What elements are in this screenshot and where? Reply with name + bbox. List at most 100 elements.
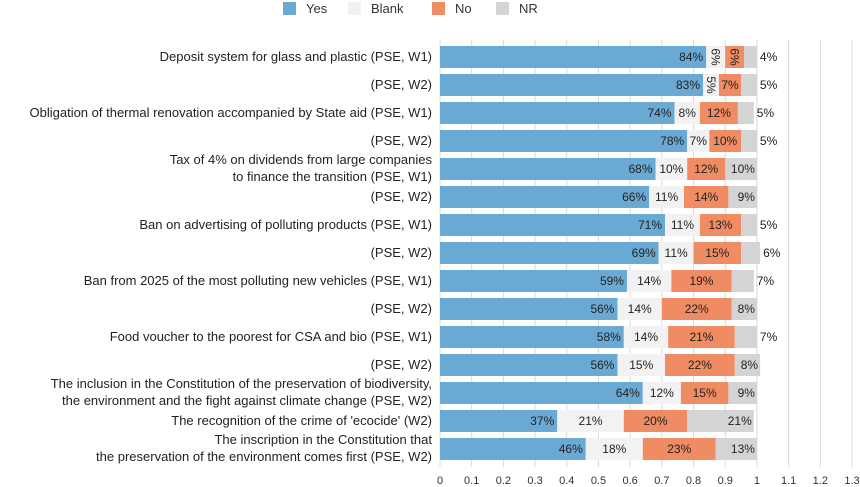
- bar-segment-nr: [741, 242, 761, 264]
- data-label: 8%: [738, 302, 756, 316]
- x-axis: 0 0.1 0.2 0.3 0.4 0.5 0.6 0.7 0.8 0.9 1 1.1 1.2 1.3: [437, 475, 860, 487]
- bar-segment-blank: [665, 214, 700, 236]
- data-label: 15%: [629, 358, 653, 372]
- data-label: 21%: [689, 330, 713, 344]
- bar-segment-blank: [585, 438, 643, 460]
- category-label: the environment and the fight against cl…: [62, 393, 432, 408]
- bar-segment-nr: [731, 298, 757, 320]
- category-label: The inscription in the Constitution that: [214, 432, 432, 447]
- data-label: 78%: [660, 134, 684, 148]
- bar-segment-yes: [440, 270, 627, 292]
- data-label: 5%: [704, 76, 718, 94]
- legend-label-blank: Blank: [371, 1, 404, 16]
- category-label: Tax of 4% on dividends from large compan…: [170, 152, 433, 167]
- bar-segment-no: [699, 214, 742, 236]
- category-label: (PSE, W2): [371, 133, 432, 148]
- data-label: 12%: [650, 386, 674, 400]
- bar-segment-blank: [617, 298, 662, 320]
- data-label: 84%: [679, 50, 703, 64]
- bar-segment-no: [709, 130, 742, 152]
- bar-segment-blank: [617, 354, 666, 376]
- data-label: 74%: [647, 106, 671, 120]
- data-label: 6%: [728, 48, 742, 66]
- x-tick-label: 0.1: [464, 475, 479, 487]
- bar-segment-no: [661, 298, 732, 320]
- bar-segment-blank: [626, 270, 672, 292]
- category-label: Food voucher to the poorest for CSA and …: [110, 329, 432, 344]
- legend-label-yes: Yes: [306, 1, 328, 16]
- data-label: 21%: [579, 414, 603, 428]
- bar-segment-nr: [715, 438, 757, 460]
- data-label: 66%: [622, 190, 646, 204]
- data-label: 22%: [685, 302, 709, 316]
- legend-label-nr: NR: [519, 1, 538, 16]
- category-label: Obligation of thermal renovation accompa…: [30, 105, 433, 120]
- data-label: 4%: [760, 50, 778, 64]
- x-tick-label: 1.3: [844, 475, 859, 487]
- bar-segment-yes: [440, 242, 659, 264]
- data-label: 18%: [602, 442, 626, 456]
- bar-segment-blank: [655, 158, 688, 180]
- bar-segment-blank: [674, 102, 700, 124]
- data-label: 23%: [667, 442, 691, 456]
- data-label: 11%: [655, 190, 678, 204]
- data-label: 22%: [688, 358, 712, 372]
- bar-segment-no: [680, 382, 729, 404]
- data-label: 15%: [693, 386, 717, 400]
- bar-segment-blank: [649, 186, 685, 208]
- data-label: 71%: [638, 218, 662, 232]
- x-tick-label: 0.2: [496, 475, 511, 487]
- data-label: 8%: [741, 358, 759, 372]
- x-tick-label: 0.7: [654, 475, 669, 487]
- bar-segment-blank: [703, 74, 719, 96]
- bar-segment-yes: [440, 382, 643, 404]
- x-tick-label: 0.9: [718, 475, 733, 487]
- bar-segment-no: [671, 270, 732, 292]
- data-label: 5%: [760, 78, 778, 92]
- x-tick-label: 0.5: [591, 475, 606, 487]
- category-label: Ban on advertising of polluting products…: [139, 217, 432, 232]
- bar-segment-yes: [440, 46, 707, 68]
- data-label: 12%: [694, 162, 718, 176]
- bar-segment-yes: [440, 438, 586, 460]
- data-label: 14%: [628, 302, 652, 316]
- bar-segment-blank: [687, 130, 710, 152]
- bar-segment-blank: [623, 326, 669, 348]
- data-label: 7%: [721, 78, 739, 92]
- bar-segment-nr: [734, 354, 761, 376]
- x-tick-label: 1.1: [781, 475, 796, 487]
- data-label: 68%: [628, 162, 652, 176]
- bar-segment-no: [665, 354, 735, 376]
- bar-segment-no: [725, 46, 745, 68]
- data-label: 5%: [757, 106, 775, 120]
- bar-segment-yes: [440, 102, 675, 124]
- bar-segment-yes: [440, 158, 656, 180]
- category-label: (PSE, W2): [371, 189, 432, 204]
- legend-label-no: No: [455, 1, 472, 16]
- data-label: 14%: [634, 330, 658, 344]
- bar-segment-nr: [728, 186, 757, 208]
- data-label: 10%: [659, 162, 683, 176]
- data-label: 10%: [713, 134, 737, 148]
- bar-segment-yes: [440, 298, 618, 320]
- data-label: 83%: [676, 78, 700, 92]
- bar-segment-blank: [658, 242, 694, 264]
- category-label: the preservation of the environment come…: [96, 449, 432, 464]
- category-label: (PSE, W2): [371, 357, 432, 372]
- category-label: Deposit system for glass and plastic (PS…: [160, 49, 432, 64]
- bar-segment-no: [642, 438, 716, 460]
- data-label: 14%: [694, 190, 718, 204]
- data-label: 20%: [643, 414, 667, 428]
- bar-segment-yes: [440, 130, 688, 152]
- x-tick-label: 0.3: [527, 475, 542, 487]
- data-label: 58%: [597, 330, 621, 344]
- bar-segment-yes: [440, 74, 704, 96]
- bar-segment-no: [699, 102, 738, 124]
- data-label: 21%: [728, 414, 752, 428]
- data-label: 14%: [637, 274, 661, 288]
- data-label: 37%: [530, 414, 554, 428]
- data-label: 5%: [760, 218, 778, 232]
- data-label: 13%: [708, 218, 732, 232]
- data-label: 10%: [731, 162, 755, 176]
